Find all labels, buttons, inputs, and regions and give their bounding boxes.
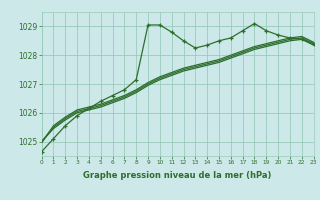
X-axis label: Graphe pression niveau de la mer (hPa): Graphe pression niveau de la mer (hPa): [84, 171, 272, 180]
